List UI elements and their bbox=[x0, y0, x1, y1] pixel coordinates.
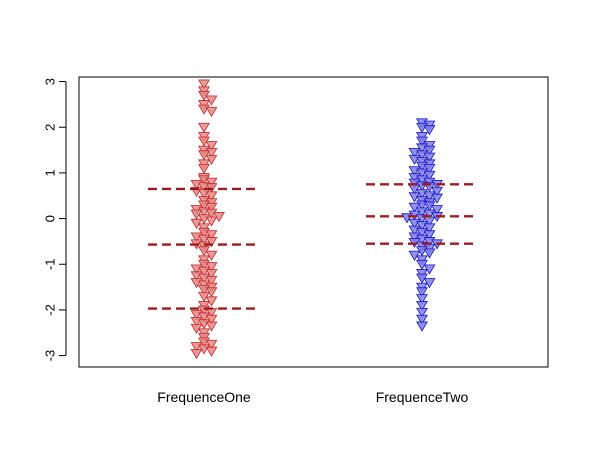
data-point bbox=[416, 314, 428, 325]
y-tick-label: 0 bbox=[43, 215, 58, 222]
y-tick-label: 3 bbox=[43, 78, 58, 85]
data-point bbox=[198, 122, 210, 134]
plot-frame bbox=[78, 76, 549, 368]
y-tick-label: -2 bbox=[43, 304, 58, 316]
y-tick-label: -3 bbox=[43, 350, 58, 362]
data-point bbox=[198, 79, 210, 90]
data-point bbox=[205, 106, 218, 118]
data-point bbox=[423, 248, 436, 259]
data-point bbox=[416, 307, 428, 319]
data-point bbox=[205, 321, 218, 332]
data-points bbox=[190, 79, 443, 360]
data-point bbox=[416, 321, 428, 332]
data-point bbox=[416, 287, 428, 298]
category-label-frequencetwo: FrequenceTwo bbox=[376, 389, 469, 405]
data-point bbox=[205, 216, 218, 227]
data-point bbox=[423, 125, 436, 136]
category-label-frequenceone: FrequenceOne bbox=[157, 389, 251, 405]
y-axis: -3 -2 -1 0 1 2 3 bbox=[43, 78, 67, 361]
data-point bbox=[416, 300, 428, 312]
data-point bbox=[190, 348, 203, 360]
y-tick-label: 2 bbox=[43, 124, 58, 131]
data-point bbox=[205, 346, 218, 357]
y-tick-label: 1 bbox=[43, 169, 58, 176]
reference-lines bbox=[148, 183, 478, 310]
y-tick-label: -1 bbox=[43, 258, 58, 270]
data-point bbox=[416, 294, 428, 305]
data-point bbox=[198, 163, 210, 175]
